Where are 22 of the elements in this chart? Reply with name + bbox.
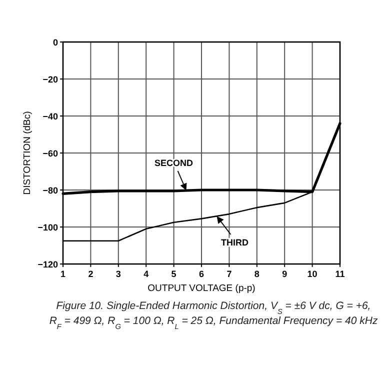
x-axis-title: OUTPUT VOLTAGE (p-p) xyxy=(148,283,256,294)
x-tick-label: 11 xyxy=(335,269,345,279)
x-tick-label: 5 xyxy=(171,269,176,279)
y-axis-title: DISTORTION (dBc) xyxy=(22,111,33,195)
x-tick-label: 4 xyxy=(144,269,149,279)
x-tick-label: 10 xyxy=(307,269,318,279)
y-tick-label: −80 xyxy=(42,186,58,196)
y-tick-label: −60 xyxy=(42,148,58,158)
x-tick-label: 7 xyxy=(226,269,232,279)
x-tick-label: 6 xyxy=(198,269,204,279)
y-tick-label: −20 xyxy=(42,74,58,84)
y-tick-label: −120 xyxy=(38,260,58,270)
x-tick-label: 2 xyxy=(88,269,94,279)
x-tick-label: 3 xyxy=(116,269,121,279)
y-tick-label: −40 xyxy=(42,112,58,122)
text: R$_{F}$ = 499 Ω, R$_{G}$ = 100 Ω, R$_{L}$ = 25 Ω, Fundamental Frequency = 40 kHz xyxy=(49,315,378,330)
y-tick-label: 0 xyxy=(52,38,58,48)
x-tick-label: 1 xyxy=(60,269,66,279)
caption: Figure 10. Single-Ended Harmonic Distortion, V$_{S}$ = ±6 V dc, G = +6, xyxy=(56,300,371,316)
y-tick-label: −100 xyxy=(38,222,58,232)
x-tick-label: 9 xyxy=(282,269,288,279)
x-tick-label: 8 xyxy=(254,269,260,279)
